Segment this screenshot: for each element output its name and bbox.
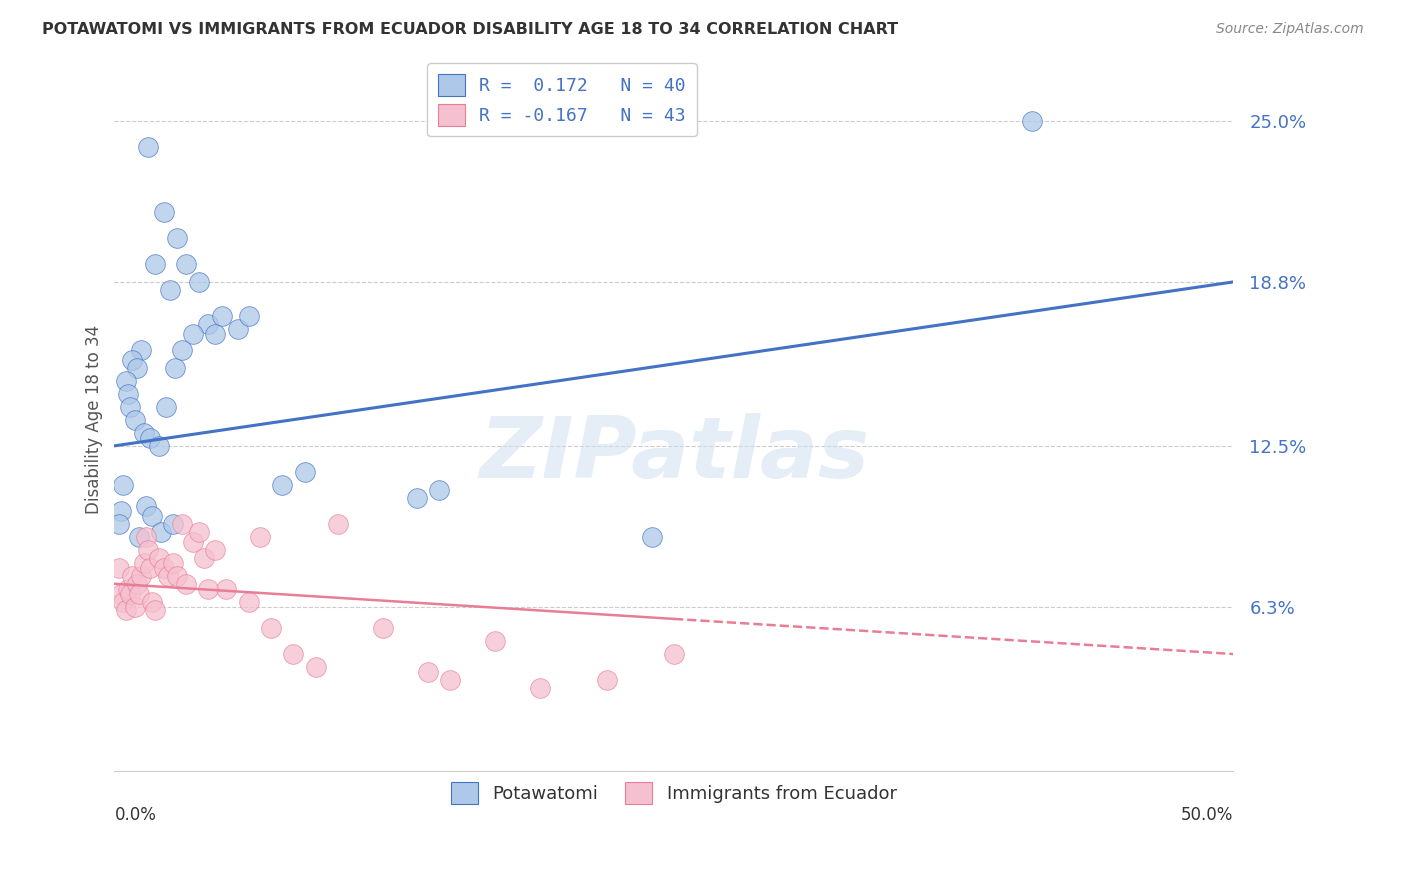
Point <box>211 309 233 323</box>
Point <box>484 634 506 648</box>
Point <box>135 499 157 513</box>
Point <box>163 360 186 375</box>
Point <box>120 400 142 414</box>
Point <box>110 504 132 518</box>
Point <box>162 516 184 531</box>
Point <box>136 139 159 153</box>
Point <box>305 660 328 674</box>
Point <box>129 569 152 583</box>
Point <box>117 582 139 596</box>
Point <box>114 374 136 388</box>
Point <box>197 582 219 596</box>
Point <box>226 322 249 336</box>
Point <box>188 275 211 289</box>
Point <box>152 561 174 575</box>
Point <box>427 483 450 497</box>
Point <box>159 283 181 297</box>
Point <box>117 386 139 401</box>
Point <box>114 603 136 617</box>
Point <box>125 360 148 375</box>
Point <box>181 535 204 549</box>
Point <box>162 556 184 570</box>
Point <box>238 309 260 323</box>
Point <box>152 204 174 219</box>
Point <box>125 576 148 591</box>
Point <box>204 543 226 558</box>
Y-axis label: Disability Age 18 to 34: Disability Age 18 to 34 <box>86 326 103 515</box>
Point <box>193 550 215 565</box>
Point <box>148 439 170 453</box>
Point <box>129 343 152 357</box>
Point <box>148 550 170 565</box>
Point <box>1021 113 1043 128</box>
Point <box>124 600 146 615</box>
Text: Source: ZipAtlas.com: Source: ZipAtlas.com <box>1216 22 1364 37</box>
Point <box>166 569 188 583</box>
Point <box>416 665 439 680</box>
Point <box>328 516 350 531</box>
Point <box>294 465 316 479</box>
Point <box>132 556 155 570</box>
Point <box>249 530 271 544</box>
Point <box>124 413 146 427</box>
Point <box>128 530 150 544</box>
Point <box>170 343 193 357</box>
Point <box>121 353 143 368</box>
Point <box>141 509 163 524</box>
Point <box>238 595 260 609</box>
Text: POTAWATOMI VS IMMIGRANTS FROM ECUADOR DISABILITY AGE 18 TO 34 CORRELATION CHART: POTAWATOMI VS IMMIGRANTS FROM ECUADOR DI… <box>42 22 898 37</box>
Text: 50.0%: 50.0% <box>1181 806 1233 824</box>
Text: ZIPatlas: ZIPatlas <box>479 414 869 497</box>
Point <box>188 524 211 539</box>
Point <box>108 516 131 531</box>
Point <box>271 478 294 492</box>
Point <box>108 561 131 575</box>
Point <box>174 576 197 591</box>
Point <box>283 647 305 661</box>
Point <box>170 516 193 531</box>
Point <box>215 582 238 596</box>
Point <box>204 326 226 341</box>
Point <box>150 524 173 539</box>
Point <box>112 478 135 492</box>
Point <box>662 647 685 661</box>
Legend: Potawatomi, Immigrants from Ecuador: Potawatomi, Immigrants from Ecuador <box>444 775 904 812</box>
Point <box>128 587 150 601</box>
Point <box>371 621 394 635</box>
Point <box>139 561 162 575</box>
Point <box>439 673 461 687</box>
Point <box>640 530 662 544</box>
Point <box>136 543 159 558</box>
Point <box>529 681 551 695</box>
Point <box>166 230 188 244</box>
Point <box>596 673 619 687</box>
Point <box>197 317 219 331</box>
Point <box>260 621 283 635</box>
Point <box>110 587 132 601</box>
Point <box>155 400 177 414</box>
Point <box>135 530 157 544</box>
Point <box>157 569 180 583</box>
Point <box>132 425 155 440</box>
Point <box>143 257 166 271</box>
Point <box>120 587 142 601</box>
Point <box>405 491 427 505</box>
Point <box>139 431 162 445</box>
Point <box>112 595 135 609</box>
Point <box>174 257 197 271</box>
Point <box>143 603 166 617</box>
Text: 0.0%: 0.0% <box>114 806 156 824</box>
Point <box>121 569 143 583</box>
Point <box>181 326 204 341</box>
Point <box>141 595 163 609</box>
